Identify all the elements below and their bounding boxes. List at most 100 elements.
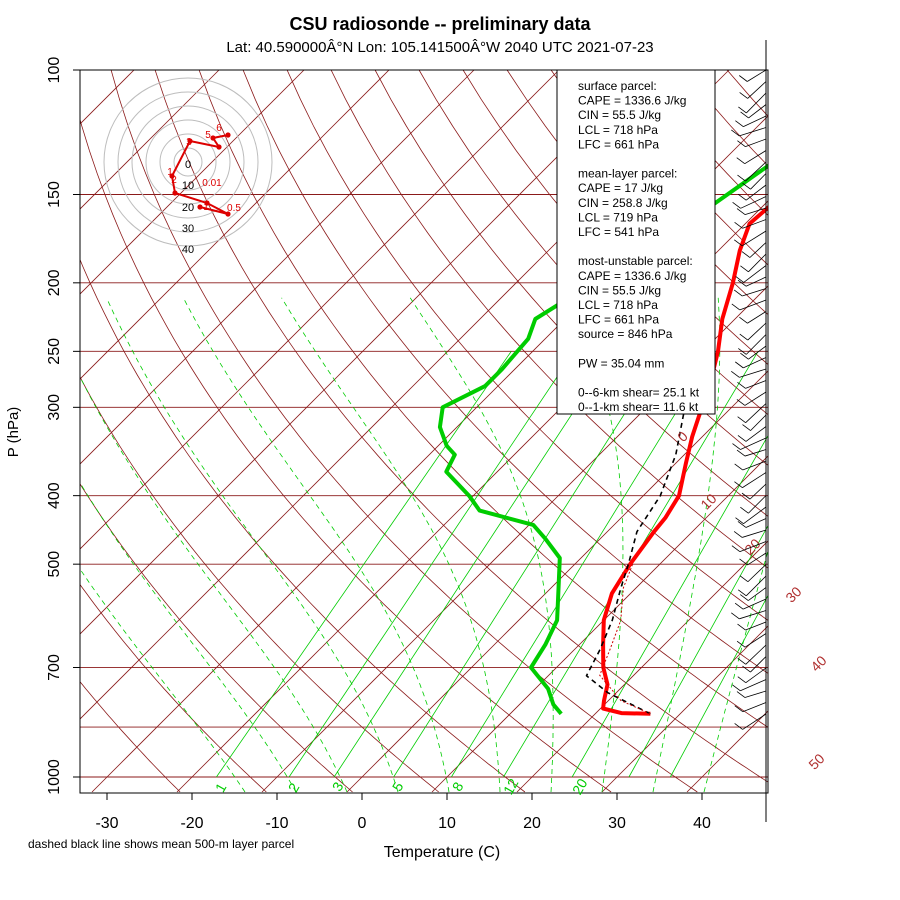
hodograph-point	[169, 173, 175, 179]
wind-barb-flag	[742, 665, 751, 673]
wind-barb	[745, 161, 767, 182]
x-tick-label: 30	[608, 815, 626, 832]
wind-barb	[744, 207, 767, 215]
y-tick-label: 700	[46, 654, 63, 681]
y-axis-label: P (hPa)	[5, 407, 22, 458]
wind-barb-flag	[740, 352, 749, 360]
wind-barb-flag	[734, 481, 743, 488]
isotherm-20	[516, 540, 768, 793]
mixing-ratio-line-1	[216, 351, 512, 778]
wind-barb-flag	[735, 120, 744, 127]
wind-barb	[739, 541, 767, 553]
dry-adiabat-470	[815, 70, 900, 792]
wind-barb	[745, 518, 767, 528]
hodograph-ring-label: 30	[182, 223, 194, 235]
dry-adiabat-250	[80, 681, 181, 793]
hodograph-ring-label: 10	[182, 180, 194, 192]
x-tick-label: 40	[693, 815, 711, 832]
hodograph-point	[172, 190, 178, 196]
wind-barb	[744, 391, 767, 406]
hodograph-ring	[117, 91, 259, 233]
info-box-line: CIN = 55.5 J/kg	[578, 283, 661, 297]
isotherm--20	[176, 200, 768, 793]
dry-adiabat-310	[110, 70, 698, 793]
wind-barb	[744, 690, 767, 698]
wind-barb	[745, 138, 767, 148]
chart-subtitle: Lat: 40.590000Â°N Lon: 105.141500Â°W 204…	[226, 39, 653, 56]
wind-barb-flag	[737, 589, 747, 597]
wind-barb	[747, 81, 767, 99]
wind-barb-flag	[741, 492, 751, 500]
dry-adiabat-270	[80, 483, 353, 793]
info-box-line: LCL = 719 hPa	[578, 210, 658, 224]
hodograph-point	[197, 204, 203, 210]
wind-barb	[742, 219, 767, 229]
wind-barb-flag	[741, 251, 751, 258]
hodograph-point	[216, 144, 222, 150]
wind-barb-flag	[738, 106, 747, 114]
x-tick-label: 0	[358, 815, 367, 832]
mixing-ratio-label: 12	[500, 776, 522, 798]
series-line-temperature	[601, 204, 768, 716]
wind-barb	[743, 357, 767, 369]
info-box-line: 0--6-km shear= 25.1 kt	[578, 386, 700, 400]
wind-barb-flag	[736, 449, 746, 457]
info-box-line: LFC = 541 hPa	[578, 225, 659, 239]
wind-barb-flag	[740, 506, 749, 514]
wind-barb-flag	[732, 443, 741, 450]
wind-barb	[748, 495, 767, 514]
wind-barb-flag	[737, 623, 746, 631]
mixing-ratio-label: 3	[329, 779, 347, 794]
skewed-isotherm-label: 0	[674, 428, 691, 445]
wind-barb	[745, 380, 767, 389]
wind-barb-flag	[737, 140, 746, 148]
info-box-line: LFC = 661 hPa	[578, 137, 659, 151]
wind-barb-flag	[740, 594, 749, 601]
x-tick-label: -30	[95, 815, 118, 832]
hodograph-ring-label: 0	[185, 159, 191, 171]
dry-adiabat-440	[682, 70, 768, 167]
dry-adiabat-260	[80, 583, 267, 793]
wind-barb-flag	[732, 201, 741, 209]
mixing-ratio-line-5	[393, 351, 665, 778]
mixing-ratio-label: 20	[569, 776, 591, 798]
isotherm-0	[346, 370, 768, 793]
mixing-ratio-label: 5	[389, 779, 407, 794]
isotherm--100	[80, 70, 220, 210]
wind-barb-flag	[737, 416, 746, 424]
moist-adiabat-42	[703, 548, 768, 793]
wind-barb	[745, 621, 767, 631]
hodograph-point	[225, 211, 231, 217]
x-tick-label: 10	[438, 815, 456, 832]
wind-barb	[739, 299, 767, 311]
y-tick-label: 1000	[46, 759, 63, 795]
isotherm--60	[80, 70, 560, 550]
moist-adiabat-0	[80, 376, 348, 793]
wind-barb-flag	[731, 545, 741, 552]
wind-barb-flag	[734, 221, 743, 229]
skewed-isotherm-label: 30	[782, 583, 804, 605]
wind-barb-flag	[739, 575, 749, 583]
dry-adiabat-460	[771, 70, 900, 792]
wind-barb-flag	[739, 558, 748, 566]
wind-barb-flag	[736, 399, 746, 406]
y-tick-label: 500	[46, 551, 63, 578]
x-axis-label: Temperature (C)	[384, 844, 500, 861]
isotherm-30	[601, 625, 768, 793]
isotherm-40	[686, 710, 768, 793]
wind-barb	[742, 702, 767, 713]
hodograph-point-label: 0.5	[227, 203, 241, 214]
wind-barb	[747, 311, 767, 324]
axes: 12358122001020304050-30-20-1001020304010…	[46, 57, 830, 832]
hodograph-point-label: 0.01	[202, 178, 222, 189]
hodograph: 0 10 20 30 40 56 3 1 0.01 1 0.5 2	[103, 77, 273, 256]
isotherm--10	[261, 285, 768, 793]
dry-adiabat-350	[286, 70, 768, 621]
hodograph-point-label: 3	[186, 137, 192, 148]
wind-barb-flag	[739, 75, 748, 82]
wind-barb	[739, 610, 767, 620]
dry-adiabat-300	[80, 118, 612, 793]
wind-barb	[748, 345, 767, 360]
hodograph-point-label: 6	[216, 123, 222, 134]
